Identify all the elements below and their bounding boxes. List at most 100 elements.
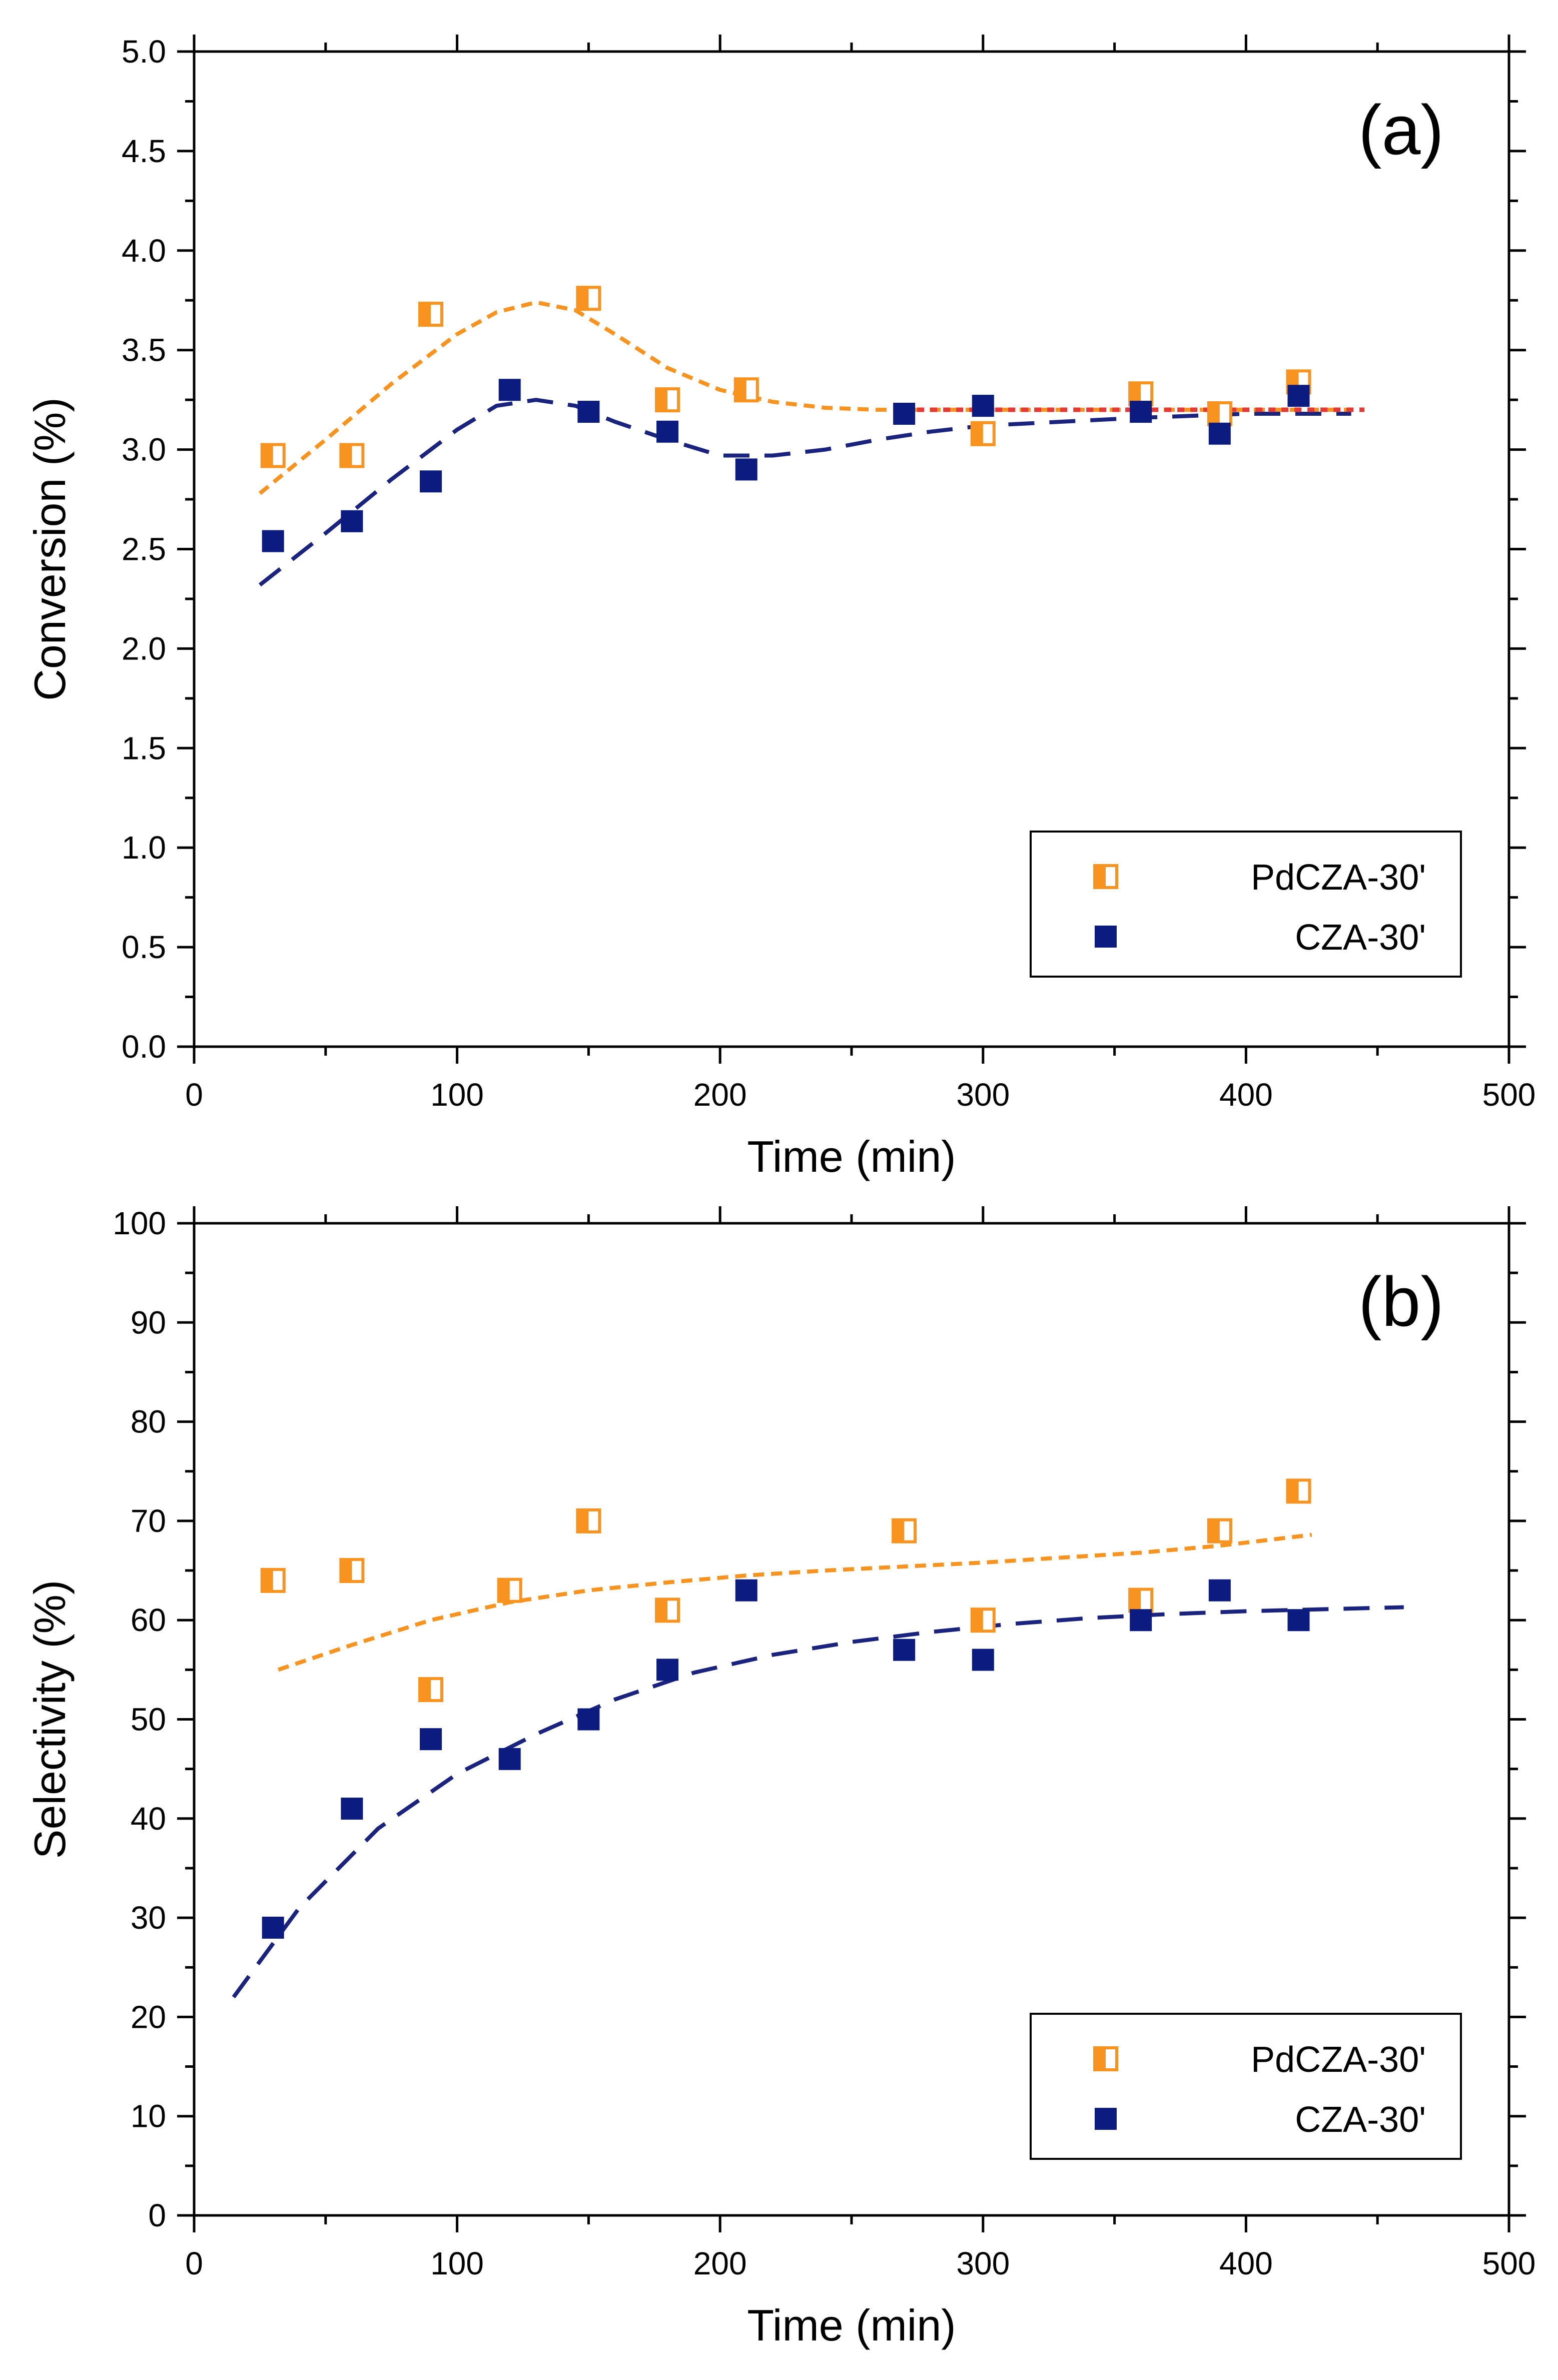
marker-half-fill	[341, 1559, 352, 1582]
pdcza-point	[418, 302, 444, 327]
marker-body	[341, 510, 363, 532]
pdcza-point	[576, 1508, 601, 1533]
x-axis-title: Time (min)	[747, 2300, 956, 2350]
pdcza-point	[260, 1567, 286, 1593]
x-tick-label: 300	[956, 1077, 1010, 1113]
panel-label: (b)	[1358, 1262, 1444, 1341]
pdcza-point	[1286, 1478, 1311, 1504]
marker-half-fill	[420, 303, 431, 326]
fit-line-1	[232, 1605, 1404, 1999]
x-tick-label: 200	[693, 1077, 747, 1113]
pdcza-point	[970, 1608, 996, 1633]
legend-marker	[1093, 2046, 1118, 2071]
marker-half-fill	[1287, 1480, 1299, 1502]
y-tick-label: 10	[131, 2098, 166, 2134]
cza-point	[577, 401, 600, 423]
marker-half-fill	[1130, 1589, 1141, 1612]
x-tick-label: 300	[956, 2245, 1010, 2281]
cza-point	[893, 402, 916, 425]
marker-half-fill	[1208, 1519, 1220, 1542]
cza-point	[656, 1659, 679, 1681]
y-tick-label: 80	[131, 1404, 166, 1440]
panel-a-conversion-chart: 0 100 200 300 400 500 0.0 0.5 1.0 1.5 2.0 2.5 3.0 3.5…	[25, 34, 1535, 1181]
pdcza-point	[1207, 1518, 1232, 1543]
cza-point	[498, 379, 521, 401]
marker-body	[893, 1639, 916, 1661]
marker-body	[735, 1579, 757, 1602]
cza-point	[262, 530, 284, 552]
cza-point	[262, 1916, 284, 1939]
legend-box	[1030, 2013, 1462, 2160]
pdcza-point	[1128, 1588, 1154, 1613]
cza-point	[420, 470, 442, 493]
marker-body	[972, 1649, 994, 1671]
legend-box	[1030, 831, 1462, 978]
cza-point	[972, 395, 994, 417]
y-tick-label: 3.5	[122, 332, 166, 368]
cza-point	[1130, 1609, 1152, 1632]
marker-half-fill	[656, 389, 668, 411]
y-tick-label: 0.5	[122, 929, 166, 965]
legend-marker	[1095, 926, 1117, 948]
y-tick-label: 70	[131, 1503, 166, 1539]
marker-half-fill	[1130, 383, 1141, 405]
panel-label: (a)	[1358, 91, 1444, 169]
marker-body	[1208, 1579, 1231, 1602]
marker-half-fill	[498, 1579, 510, 1602]
marker-half-fill	[577, 1509, 589, 1532]
cza-point	[341, 1797, 363, 1820]
y-tick-label: 5.0	[122, 34, 166, 70]
pdcza-point	[339, 443, 365, 468]
marker-body	[1095, 2108, 1117, 2130]
cza-point	[656, 420, 679, 443]
cza-point	[893, 1639, 916, 1661]
marker-body	[656, 420, 679, 443]
pdcza-point	[1207, 401, 1232, 426]
cza-point	[972, 1649, 994, 1671]
pdcza-point	[655, 387, 680, 413]
marker-body	[1287, 1609, 1310, 1632]
marker-body	[577, 1708, 600, 1731]
pdcza-point	[970, 421, 996, 446]
marker-half-fill	[262, 444, 273, 467]
y-tick-label: 4.0	[122, 233, 166, 269]
marker-body	[1208, 422, 1231, 445]
marker-half-fill	[1095, 866, 1106, 888]
pdcza-point	[733, 377, 759, 403]
cza-point	[1208, 422, 1231, 445]
y-axis-title: Conversion (%)	[25, 397, 75, 700]
y-tick-label: 1.0	[122, 830, 166, 866]
marker-body	[1130, 1609, 1152, 1632]
legend-label: PdCZA-30'	[1251, 858, 1426, 898]
marker-body	[893, 402, 916, 425]
marker-body	[262, 1916, 284, 1939]
y-tick-label: 100	[113, 1205, 166, 1241]
x-tick-label: 400	[1219, 2245, 1273, 2281]
legend-marker	[1095, 2108, 1117, 2130]
x-axis-title: Time (min)	[747, 1132, 956, 1181]
y-tick-label: 0.0	[122, 1029, 166, 1065]
marker-body	[577, 401, 600, 423]
marker-body	[972, 395, 994, 417]
cza-point	[1130, 401, 1152, 423]
pdcza-point	[892, 1518, 917, 1543]
x-tick-label: 200	[693, 2245, 747, 2281]
y-tick-label: 20	[131, 1999, 166, 2035]
legend-label: CZA-30'	[1295, 918, 1426, 958]
pdcza-point	[497, 1577, 522, 1603]
marker-half-fill	[893, 1519, 905, 1542]
x-tick-label: 100	[430, 1077, 484, 1113]
x-tick-label: 400	[1219, 1077, 1273, 1113]
cza-point	[498, 1748, 521, 1770]
marker-half-fill	[656, 1599, 668, 1622]
y-tick-label: 40	[131, 1801, 166, 1837]
y-tick-label: 50	[131, 1702, 166, 1738]
y-tick-label: 4.5	[122, 133, 166, 169]
cza-point	[1287, 385, 1310, 407]
marker-body	[498, 1748, 521, 1770]
cza-point	[341, 510, 363, 532]
marker-half-fill	[735, 379, 746, 401]
marker-half-fill	[420, 1679, 431, 1701]
y-tick-label: 1.5	[122, 730, 166, 766]
